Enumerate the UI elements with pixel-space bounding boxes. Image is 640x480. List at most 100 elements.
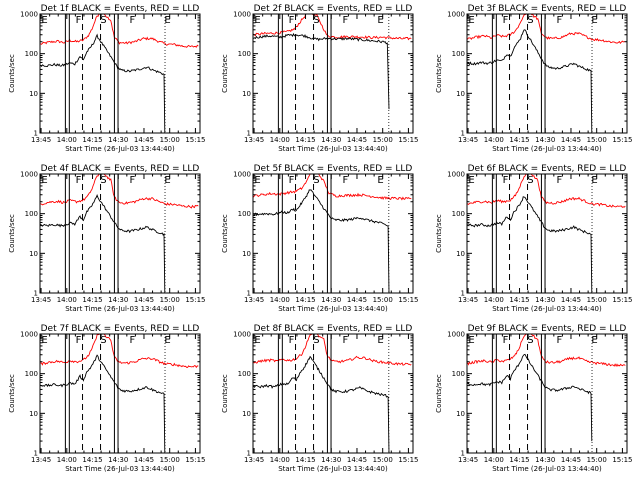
x-tick-label: 15:15 [612, 136, 632, 144]
marker-label: E [254, 15, 260, 26]
y-tick-label: 1000 [233, 331, 251, 339]
x-tick-label: 13:45 [458, 136, 478, 144]
y-axis-label: Counts/sec [435, 54, 443, 93]
marker-label: S [100, 175, 106, 186]
panel-title: Det 5f BLACK = Events, RED = LLD [254, 164, 413, 174]
x-tick-label: 14:30 [535, 136, 555, 144]
panel-title: Det 3f BLACK = Events, RED = LLD [468, 4, 627, 14]
events-series-line [40, 354, 166, 453]
y-tick-label: 1 [247, 450, 251, 458]
x-tick-label: 14:00 [57, 136, 77, 144]
x-tick-label: 15:00 [587, 456, 607, 464]
marker-label: F [503, 175, 509, 186]
x-tick-label: 15:15 [612, 296, 632, 304]
x-tick-label: 15:00 [373, 136, 393, 144]
x-axis-label: Start Time (26-Jul-03 13:44:40) [65, 305, 175, 313]
x-tick-label: 15:15 [185, 296, 205, 304]
marker-label: F [130, 175, 136, 186]
data-area [40, 334, 199, 453]
x-tick-label: 15:00 [160, 136, 180, 144]
x-axis-label: Start Time (26-Jul-03 13:44:40) [492, 305, 602, 313]
panel-title: Det 2f BLACK = Events, RED = LLD [254, 4, 413, 14]
x-tick-label: 14:15 [82, 136, 102, 144]
x-tick-label: 14:15 [295, 136, 315, 144]
x-tick-label: 14:30 [321, 456, 341, 464]
events-series-line [253, 189, 390, 293]
lld-series-line [467, 334, 626, 367]
x-tick-label: 13:45 [31, 456, 51, 464]
data-area [253, 174, 412, 293]
marker-label: E [377, 175, 383, 186]
x-axis-label: Start Time (26-Jul-03 13:44:40) [278, 465, 388, 473]
data-area [467, 174, 626, 293]
lld-series-line [40, 334, 199, 369]
marker-label: E [254, 335, 260, 346]
marker-label: S [313, 335, 319, 346]
x-tick-label: 14:15 [509, 296, 529, 304]
lld-series-line [253, 14, 412, 41]
y-tick-label: 10 [29, 410, 38, 418]
x-tick-label: 13:45 [458, 456, 478, 464]
y-tick-label: 1000 [447, 11, 465, 19]
panel-title: Det 8f BLACK = Events, RED = LLD [254, 324, 413, 334]
y-tick-label: 10 [456, 90, 465, 98]
marker-label: S [527, 175, 533, 186]
x-tick-label: 14:45 [134, 136, 154, 144]
x-tick-label: 14:00 [270, 456, 290, 464]
panel-title: Det 7f BLACK = Events, RED = LLD [41, 324, 200, 334]
marker-label: F [557, 335, 563, 346]
marker-label: F [503, 335, 509, 346]
x-tick-label: 15:00 [587, 136, 607, 144]
x-tick-label: 14:30 [321, 136, 341, 144]
panel-title: Det 9f BLACK = Events, RED = LLD [468, 324, 627, 334]
lld-series-line [40, 174, 199, 209]
marker-label: E [41, 15, 47, 26]
y-tick-label: 100 [238, 370, 251, 378]
marker-label: E [164, 335, 170, 346]
x-tick-label: 14:45 [347, 296, 367, 304]
marker-label: F [76, 175, 82, 186]
y-axis-label: Counts/sec [8, 374, 16, 413]
y-tick-label: 10 [456, 410, 465, 418]
x-tick-label: 14:45 [561, 136, 581, 144]
x-tick-label: 15:15 [612, 456, 632, 464]
x-axis-label: Start Time (26-Jul-03 13:44:40) [492, 145, 602, 153]
x-tick-label: 14:15 [509, 456, 529, 464]
events-series-line [40, 33, 166, 133]
x-tick-label: 15:15 [185, 136, 205, 144]
events-series-line [253, 355, 390, 453]
y-axis-label: Counts/sec [221, 54, 229, 93]
y-tick-label: 100 [238, 50, 251, 58]
data-area [253, 334, 412, 453]
x-tick-label: 15:00 [373, 296, 393, 304]
y-tick-label: 100 [452, 50, 465, 58]
x-tick-label: 15:00 [373, 456, 393, 464]
y-tick-label: 10 [242, 410, 251, 418]
marker-label: S [527, 15, 533, 26]
plot-frame [39, 333, 201, 454]
marker-label: S [313, 175, 319, 186]
lld-series-line [40, 14, 199, 48]
y-tick-label: 1000 [233, 11, 251, 19]
data-area [467, 14, 626, 133]
marker-label: S [100, 15, 106, 26]
data-area [253, 14, 412, 110]
x-tick-label: 14:45 [347, 456, 367, 464]
y-axis-label: Counts/sec [221, 214, 229, 253]
marker-label: F [76, 335, 82, 346]
marker-label: E [591, 335, 597, 346]
marker-label: F [503, 15, 509, 26]
panel-title: Det 1f BLACK = Events, RED = LLD [41, 4, 200, 14]
x-tick-label: 14:45 [347, 136, 367, 144]
y-tick-label: 10 [242, 250, 251, 258]
y-tick-label: 1 [34, 450, 38, 458]
marker-label: F [289, 335, 295, 346]
x-tick-label: 14:30 [108, 136, 128, 144]
x-tick-label: 15:15 [398, 136, 418, 144]
